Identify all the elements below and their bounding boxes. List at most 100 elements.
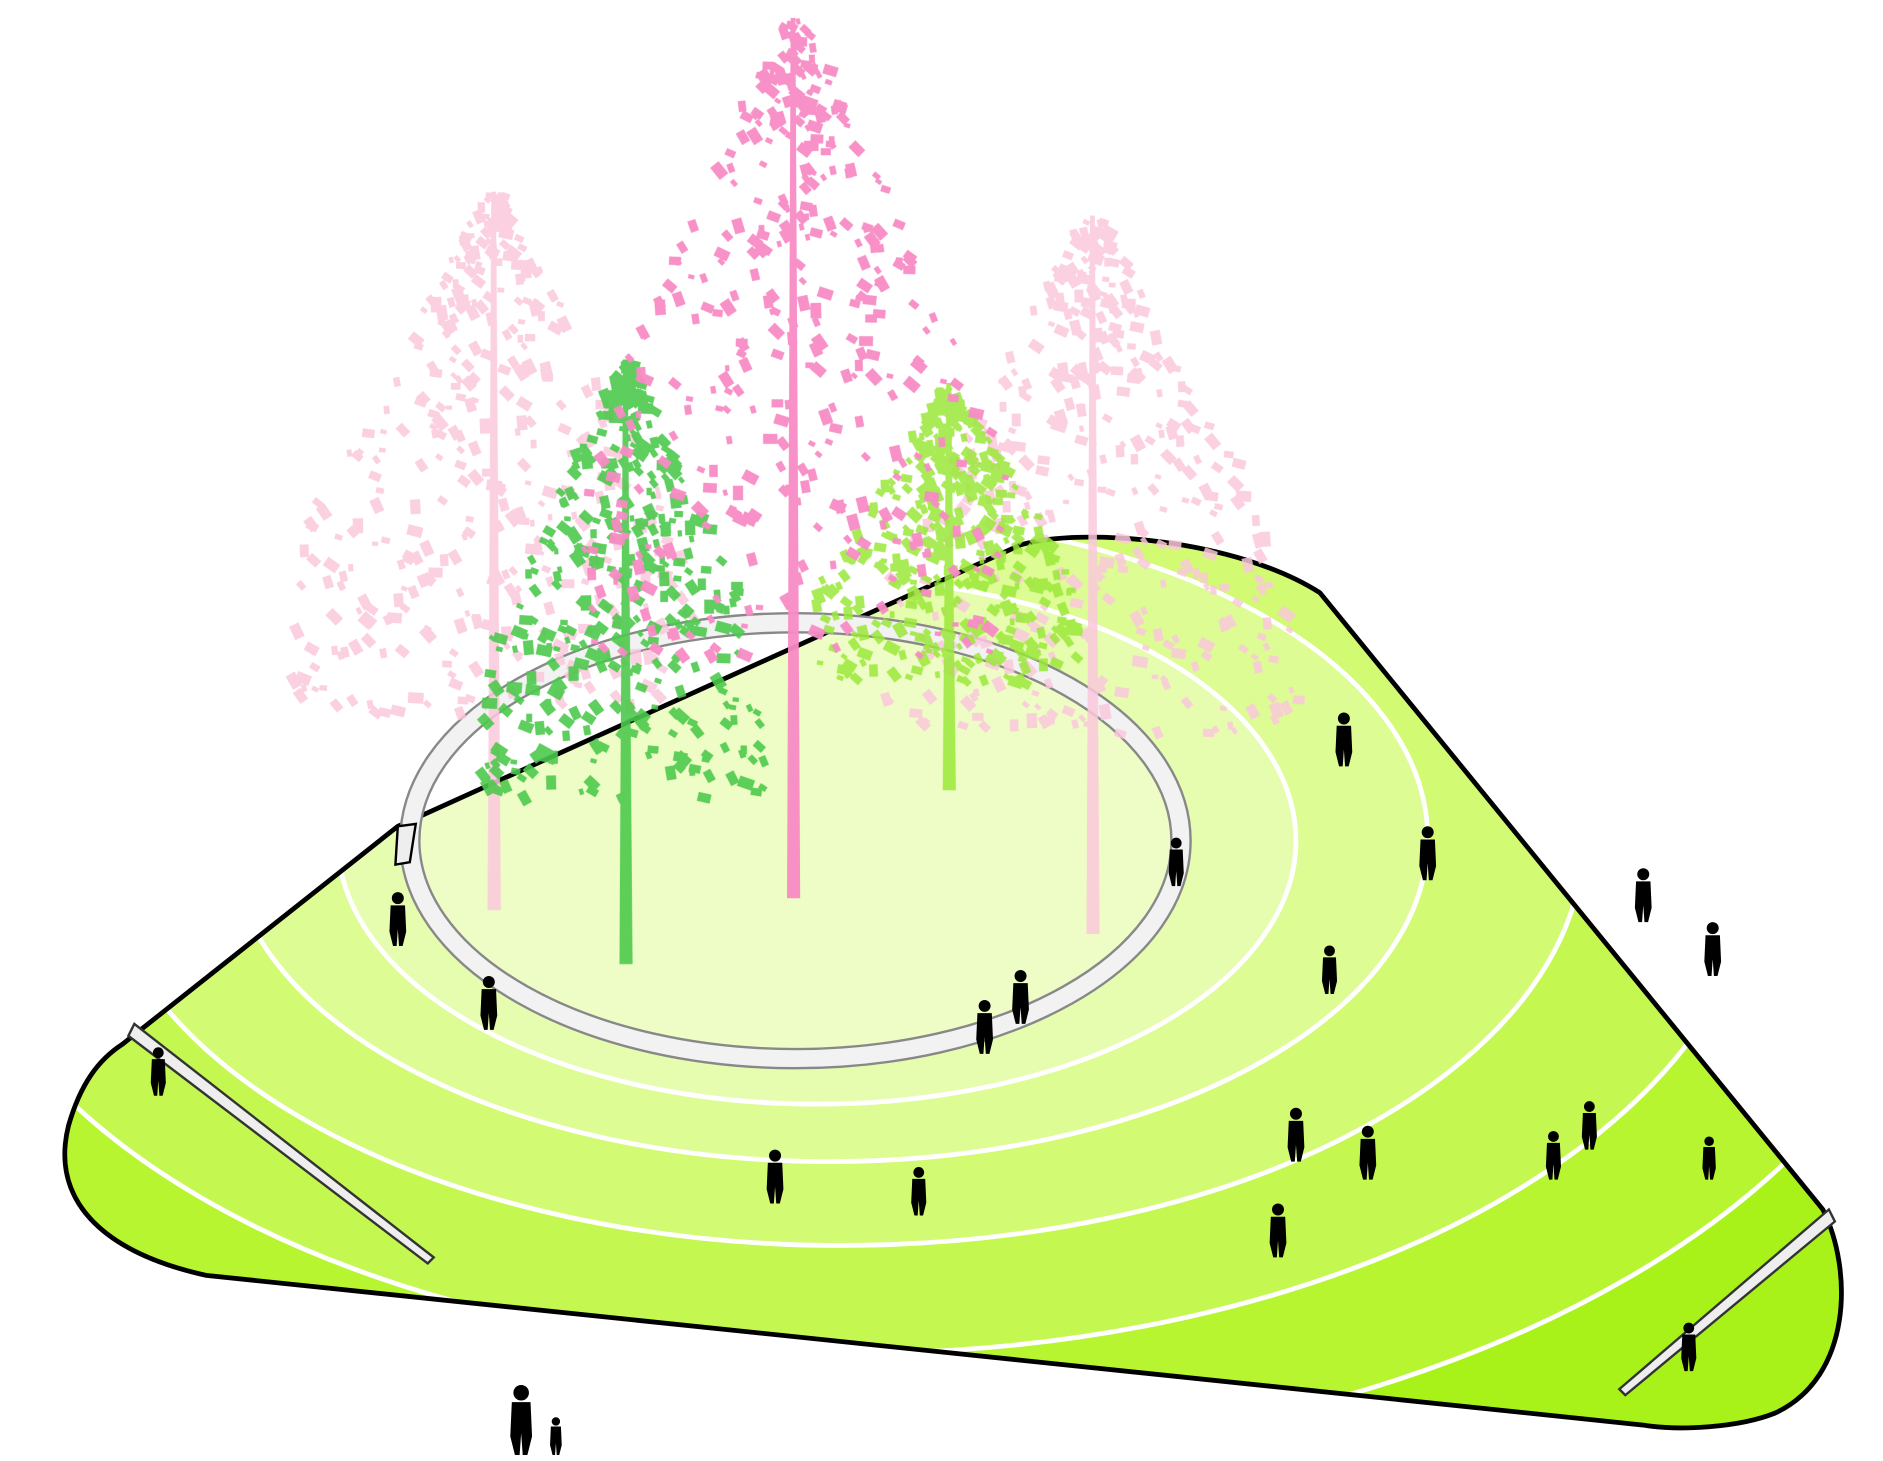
leaf	[1101, 413, 1113, 424]
leaf	[899, 558, 911, 573]
leaf	[452, 279, 460, 289]
leaf	[828, 402, 838, 413]
leaf	[346, 449, 353, 457]
leaf	[636, 629, 644, 638]
leaf	[845, 546, 862, 561]
leaf	[848, 298, 861, 309]
leaf	[959, 695, 977, 713]
leaf	[1262, 617, 1272, 630]
person-head	[1014, 970, 1027, 982]
leaf	[728, 589, 742, 604]
leaf	[1027, 338, 1045, 355]
leaf	[794, 497, 802, 506]
leaf	[721, 404, 732, 415]
leaf	[428, 567, 443, 578]
leaf	[820, 148, 831, 156]
leaf	[972, 712, 984, 721]
leaf	[919, 422, 934, 438]
leaf	[1043, 677, 1054, 690]
leaf	[1062, 635, 1075, 648]
person-body	[911, 1178, 927, 1216]
leaf	[902, 524, 911, 533]
leaf	[590, 529, 597, 539]
leaf	[916, 597, 929, 611]
leaf	[746, 126, 764, 146]
leaf	[479, 348, 496, 362]
leaf	[880, 691, 893, 707]
leaf	[1170, 647, 1187, 660]
leaf	[383, 405, 390, 415]
leaf	[890, 505, 908, 522]
leaf	[1147, 483, 1160, 496]
leaf	[422, 699, 432, 709]
leaf	[1181, 464, 1198, 481]
leaf	[745, 551, 758, 567]
leaf	[306, 552, 322, 568]
leaf	[616, 646, 629, 658]
leaf	[775, 460, 787, 473]
leaf	[441, 329, 451, 340]
leaf	[455, 587, 465, 598]
leaf	[1069, 229, 1083, 245]
leaf	[719, 298, 737, 317]
leaf	[1047, 320, 1056, 328]
leaf	[1133, 310, 1140, 318]
leaf	[1035, 465, 1050, 477]
leaf	[778, 25, 791, 41]
leaf	[1012, 525, 1026, 536]
leaf	[792, 258, 806, 272]
leaf	[1154, 473, 1162, 480]
leaf	[822, 63, 839, 78]
leaf	[796, 462, 810, 477]
leaf	[1057, 616, 1067, 624]
leaf	[963, 529, 979, 546]
leaf	[847, 637, 861, 652]
leaf	[1002, 673, 1012, 681]
leaf	[674, 646, 691, 664]
leaf	[731, 217, 746, 235]
leaf	[769, 306, 782, 317]
leaf	[834, 581, 844, 591]
leaf	[666, 630, 674, 640]
leaf	[886, 373, 894, 380]
leaf	[1090, 568, 1106, 583]
person	[976, 999, 993, 1054]
leaf	[831, 642, 842, 654]
leaf	[1069, 597, 1084, 609]
leaf	[334, 533, 343, 541]
leaf	[717, 370, 735, 389]
leaf	[1144, 435, 1156, 446]
leaf	[773, 413, 791, 428]
leaf	[798, 181, 812, 196]
leaf	[841, 658, 858, 673]
leaf	[1156, 388, 1163, 398]
leaf	[854, 415, 865, 428]
leaf	[688, 763, 702, 774]
leaf	[939, 378, 948, 385]
person-body	[766, 1162, 784, 1204]
person	[1419, 826, 1437, 881]
leaf	[724, 365, 730, 372]
leaf	[905, 506, 924, 524]
leaf	[980, 460, 997, 474]
leaf	[1024, 542, 1041, 559]
leaf	[923, 462, 932, 473]
leaf	[1200, 572, 1208, 583]
leaf	[620, 531, 630, 540]
leaf	[660, 590, 669, 603]
leaf	[1099, 454, 1108, 465]
leaf	[788, 85, 806, 103]
leaf	[709, 671, 727, 691]
leaf	[1011, 483, 1020, 491]
leaf	[972, 652, 984, 665]
leaf	[629, 648, 642, 665]
person-body	[1012, 983, 1029, 1024]
leaf	[632, 614, 642, 624]
leaf	[407, 331, 425, 348]
leaf	[483, 196, 492, 204]
leaf	[1017, 655, 1028, 664]
leaf	[1097, 330, 1110, 345]
leaf	[877, 243, 885, 253]
leaf	[1129, 610, 1145, 628]
leaf	[346, 525, 359, 539]
